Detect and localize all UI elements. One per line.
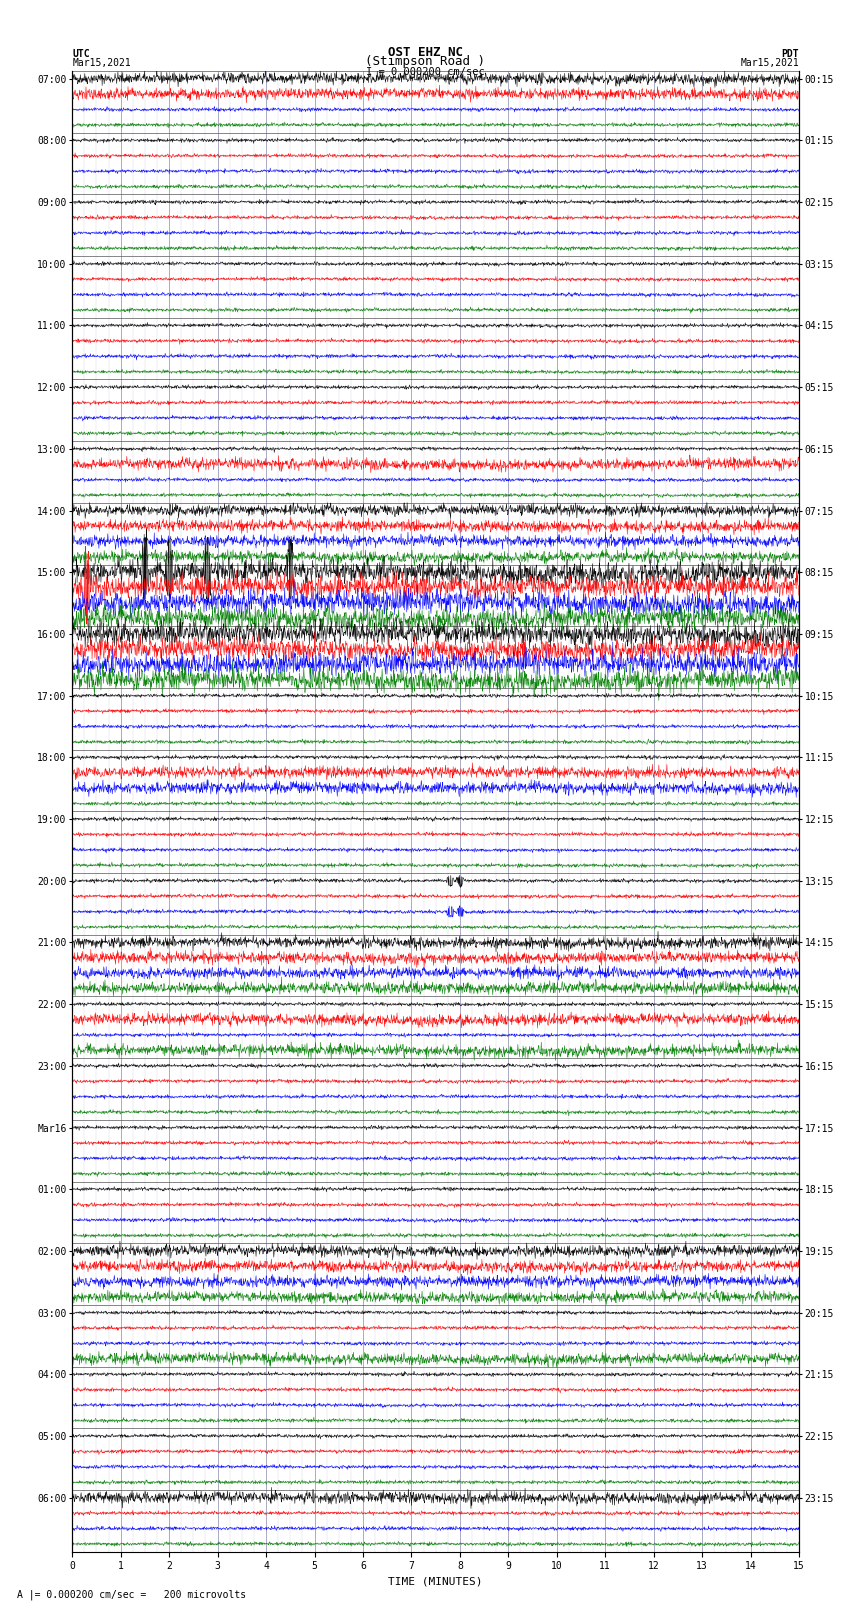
Text: I = 0.000200 cm/sec: I = 0.000200 cm/sec — [366, 66, 484, 77]
Text: (Stimpson Road ): (Stimpson Road ) — [365, 55, 485, 68]
Text: OST EHZ NC: OST EHZ NC — [388, 45, 462, 58]
Text: Mar15,2021: Mar15,2021 — [72, 58, 131, 68]
Text: A |= 0.000200 cm/sec =   200 microvolts: A |= 0.000200 cm/sec = 200 microvolts — [17, 1589, 246, 1600]
Text: Mar15,2021: Mar15,2021 — [740, 58, 799, 68]
Text: UTC: UTC — [72, 48, 90, 58]
X-axis label: TIME (MINUTES): TIME (MINUTES) — [388, 1578, 483, 1587]
Text: PDT: PDT — [781, 48, 799, 58]
